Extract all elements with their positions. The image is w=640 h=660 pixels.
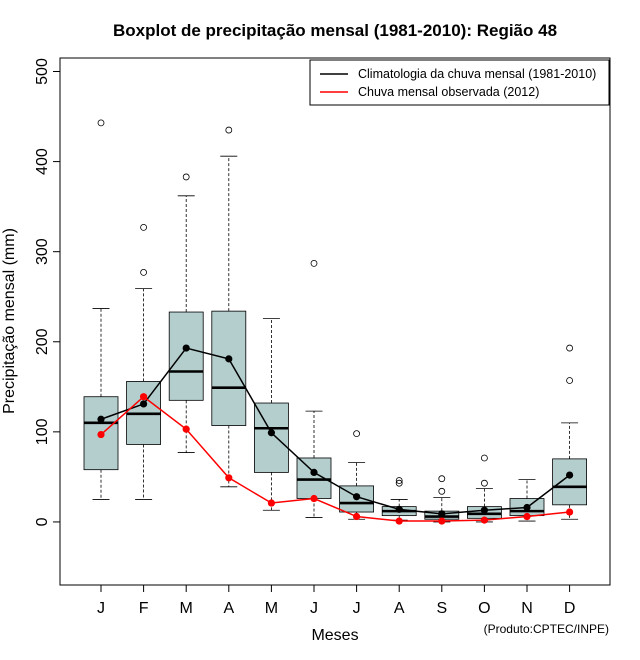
outlier-point [140, 223, 148, 231]
box-8 [381, 477, 417, 521]
outlier-point [182, 173, 190, 181]
x-tick-label: F [139, 600, 149, 617]
series-point [438, 510, 446, 518]
boxes-layer [83, 119, 587, 523]
box-3 [168, 173, 204, 453]
x-tick-label: M [265, 600, 278, 617]
iqr-box [211, 310, 247, 426]
outlier-point [310, 259, 318, 267]
observed-series [97, 393, 574, 525]
outlier-point [566, 344, 573, 352]
series-point [97, 430, 105, 439]
series-point [267, 499, 275, 507]
series-point [395, 505, 403, 513]
box-12 [552, 344, 587, 520]
x-tick-label: J [310, 600, 318, 617]
outlier-point [353, 430, 361, 438]
series-line [100, 347, 571, 515]
y-tick-label: 100 [34, 418, 51, 445]
series-point [480, 506, 488, 514]
series-point [310, 468, 318, 476]
x-tick-label: J [353, 600, 361, 617]
outlier-point [480, 479, 488, 487]
outlier-point [566, 377, 573, 384]
product-credit: (Produto:CPTEC/INPE) [484, 622, 609, 636]
legend-label-climatology: Climatologia da chuva mensal (1981-2010) [358, 67, 596, 81]
x-tick-label: S [436, 600, 447, 617]
series-point [353, 512, 361, 521]
series-point [310, 494, 318, 503]
box-1 [83, 119, 119, 500]
box-5 [253, 317, 289, 511]
series-point [353, 493, 361, 501]
legend: Climatologia da chuva mensal (1981-2010)… [309, 59, 610, 106]
y-axis-label: Precipitação mensal (mm) [1, 228, 18, 414]
x-tick-label: M [180, 600, 193, 617]
x-tick-label: A [394, 600, 405, 617]
legend-box [309, 59, 610, 106]
iqr-box [168, 311, 204, 401]
outlier-point [438, 487, 446, 495]
series-point [97, 415, 105, 423]
series-point [566, 471, 574, 479]
outlier-point [438, 475, 446, 483]
outlier-point [480, 454, 488, 462]
y-tick-label: 500 [34, 58, 51, 85]
box-4 [211, 126, 247, 488]
y-tick-label: 0 [34, 517, 51, 526]
outlier-point [97, 119, 105, 127]
plot-area-frame [59, 57, 611, 586]
box-2 [126, 223, 161, 500]
outlier-point [395, 477, 403, 484]
series-point [182, 425, 190, 433]
series-point [267, 429, 275, 437]
x-axis-label: Meses [311, 627, 358, 644]
y-tick-label: 300 [34, 238, 51, 265]
outlier-point [395, 479, 403, 487]
series-point [140, 400, 148, 408]
box-7 [339, 430, 375, 520]
x-tick-label: J [97, 600, 105, 617]
series-point [182, 344, 190, 352]
legend-label-observed: Chuva mensal observada (2012) [358, 85, 539, 99]
series-point [225, 474, 233, 482]
x-tick-label: D [564, 600, 576, 617]
series-point [438, 517, 446, 525]
iqr-box [552, 458, 587, 506]
outlier-point [225, 126, 233, 134]
x-tick-label: A [223, 600, 234, 617]
outlier-point [140, 269, 148, 276]
series-point [566, 508, 574, 516]
y-tick-label: 400 [34, 148, 51, 175]
iqr-box [296, 457, 332, 499]
x-tick-label: O [478, 600, 490, 617]
chart-title: Boxplot de precipitação mensal (1981-201… [113, 21, 557, 40]
series-point [225, 355, 233, 363]
series-point [395, 517, 403, 525]
series-point [523, 512, 531, 521]
climatology-series [97, 344, 574, 518]
series-point [480, 516, 488, 524]
series-point [140, 393, 148, 401]
box-11 [509, 479, 545, 522]
series-point [523, 503, 531, 512]
series-line [100, 395, 570, 522]
series-layer [97, 344, 574, 525]
y-tick-label: 200 [34, 328, 51, 355]
y-axis: 0 100 200 300 400 500 [34, 58, 60, 526]
x-tick-label: N [521, 600, 533, 617]
